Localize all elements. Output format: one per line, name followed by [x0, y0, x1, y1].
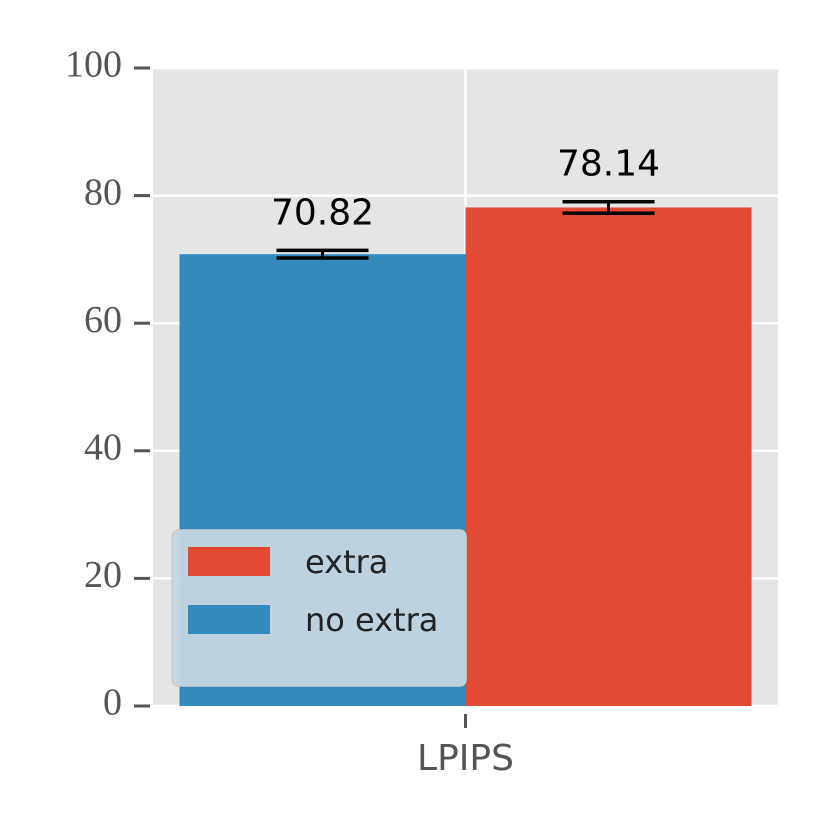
y-tick-label: 20	[84, 554, 122, 596]
y-tick-label: 60	[84, 299, 122, 341]
y-tick-label: 80	[84, 171, 122, 213]
y-tick-label: 0	[103, 682, 122, 724]
y-tick-label: 100	[65, 44, 122, 86]
legend-swatch	[188, 605, 270, 634]
legend-label: extra	[305, 543, 388, 581]
x-tick-label: LPIPS	[417, 738, 514, 779]
legend-label: no extra	[305, 601, 438, 639]
bar	[465, 207, 752, 706]
data-label: 70.82	[271, 192, 374, 233]
legend-swatch	[188, 547, 270, 576]
data-label: 78.14	[557, 144, 660, 185]
y-tick-label: 40	[84, 427, 122, 469]
